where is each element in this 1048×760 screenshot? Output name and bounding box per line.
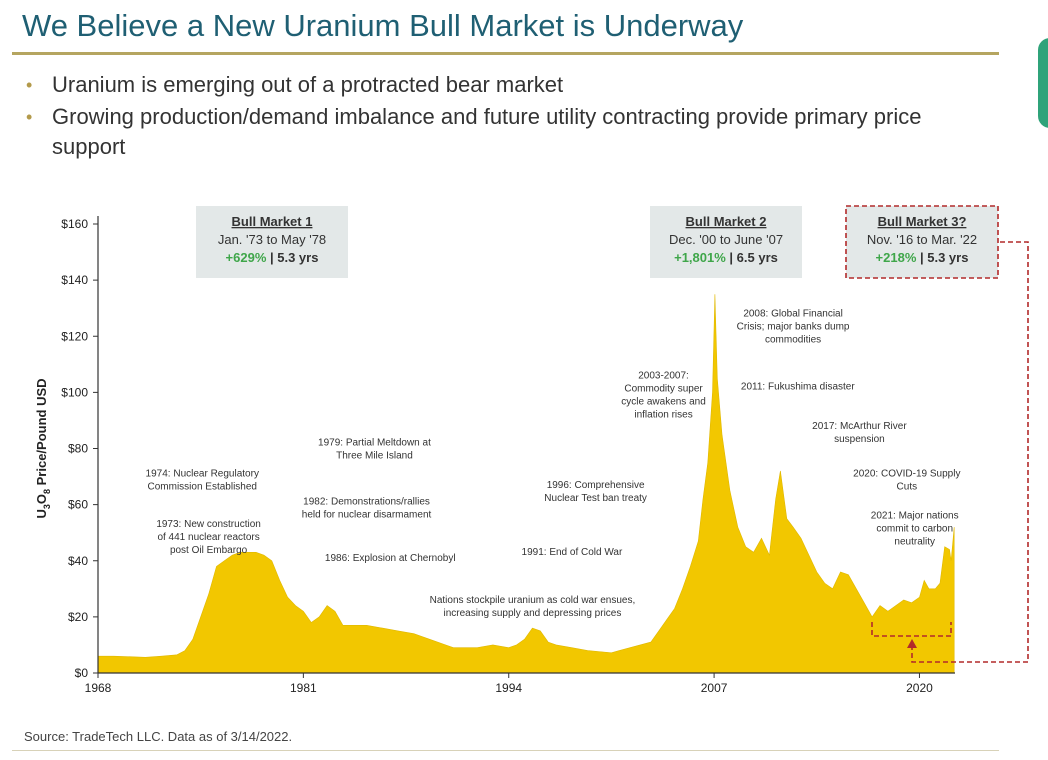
slide-title: We Believe a New Uranium Bull Market is … <box>22 8 744 43</box>
bull-market-period: Dec. '00 to June '07 <box>669 232 783 247</box>
bull-market-gain: +629% | 5.3 yrs <box>226 250 319 265</box>
event-annotation: 2011: Fukushima disaster <box>741 382 855 393</box>
event-annotation: 1979: Partial Meltdown at Three Mile Isla… <box>318 438 431 462</box>
event-annotation: 2017: McArthur River suspension <box>812 421 907 445</box>
bull-market-title: Bull Market 1 <box>232 214 313 229</box>
bullet-item: • Uranium is emerging out of a protracted… <box>26 70 966 100</box>
x-tick-label: 1994 <box>495 681 522 695</box>
bull-market-gain: +1,801% | 6.5 yrs <box>674 250 778 265</box>
y-tick-label: $60 <box>68 498 88 512</box>
y-tick-label: $140 <box>61 273 88 287</box>
event-annotation: 2008: Global Financial Crisis; major bank… <box>737 309 850 346</box>
event-annotation: 2021: Major nations commit to carbon neutr… <box>871 511 959 548</box>
x-tick-label: 1981 <box>290 681 317 695</box>
y-tick-label: $40 <box>68 554 88 568</box>
event-annotation: 1973: New construction of 441 nuclear rea… <box>156 519 261 556</box>
x-tick-label: 2007 <box>701 681 728 695</box>
x-tick-label: 1968 <box>85 681 112 695</box>
source-note: Source: TradeTech LLC. Data as of 3/14/2… <box>24 729 293 744</box>
bull-market-period: Nov. '16 to Mar. '22 <box>867 232 977 247</box>
y-tick-label: $20 <box>68 610 88 624</box>
event-annotation: 1982: Demonstrations/rallies held for nuc… <box>302 497 432 521</box>
connector-arrow-icon <box>907 639 917 648</box>
bull-market-box <box>650 206 802 278</box>
bullet-list: • Uranium is emerging out of a protracted… <box>26 70 966 164</box>
y-tick-label: $80 <box>68 442 88 456</box>
event-annotation: 1974: Nuclear Regulatory Commission Estab… <box>146 469 259 493</box>
y-tick-label: $0 <box>75 666 89 680</box>
y-tick-label: $100 <box>61 385 88 399</box>
bull-market-title: Bull Market 2 <box>686 214 767 229</box>
bullet-icon: • <box>26 107 33 127</box>
footer-divider <box>12 750 999 751</box>
bullet-text: Uranium is emerging out of a protracted … <box>52 72 564 97</box>
bull-market-period: Jan. '73 to May '78 <box>218 232 326 247</box>
event-annotation: 1986: Explosion at Chernobyl <box>325 553 456 564</box>
decorative-edge-shape <box>1038 38 1048 128</box>
bullet-icon: • <box>26 75 33 95</box>
connector-line <box>911 241 1029 663</box>
event-annotation: 1991: End of Cold War <box>522 547 623 558</box>
event-annotation: 2020: COVID-19 Supply Cuts <box>853 469 960 493</box>
event-annotation: 2003-2007: Commodity super cycle awakens a… <box>621 370 706 420</box>
bull-market-gain: +218% | 5.3 yrs <box>876 250 969 265</box>
bull-market-box <box>196 206 348 278</box>
x-tick-label: 2020 <box>906 681 933 695</box>
uranium-price-chart: $0 $20 $40 $60 $80 $100 $120 $140 $160 1968 1981 19… <box>34 205 1029 695</box>
bullet-text: Growing production/demand imbalance and … <box>52 104 922 159</box>
event-annotation: Nations stockpile uranium as cold war en… <box>430 595 636 619</box>
bull-market-box <box>845 205 999 279</box>
bull-market-title: Bull Market 3? <box>878 214 967 229</box>
y-axis-label: U3O8 Price/Pound USD <box>34 378 52 518</box>
title-divider <box>12 52 999 55</box>
y-tick-label: $120 <box>61 329 88 343</box>
price-area-series <box>97 294 955 674</box>
recent-region-bracket <box>871 622 952 637</box>
bullet-item: • Growing production/demand imbalance and… <box>26 102 966 162</box>
y-tick-label: $160 <box>61 217 88 231</box>
event-annotation: 1996: Comprehensive Nuclear Test ban trea… <box>544 480 647 504</box>
